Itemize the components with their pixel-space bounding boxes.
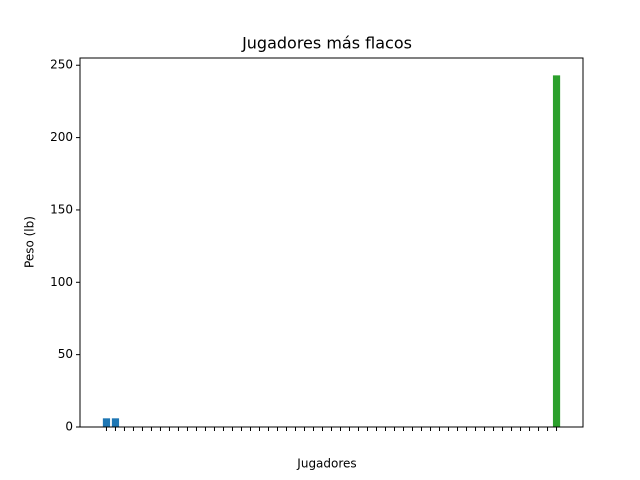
- y-tick-label: 100: [50, 275, 73, 289]
- plot-frame: [79, 57, 584, 428]
- y-tick-label: 50: [58, 347, 73, 361]
- bar: [102, 418, 111, 427]
- bar: [552, 75, 561, 427]
- chart-title: Jugadores más flacos: [241, 34, 412, 53]
- y-tick-label: 250: [50, 58, 73, 72]
- bar: [111, 418, 120, 427]
- y-tick-label: 200: [50, 130, 73, 144]
- y-tick-label: 0: [65, 420, 73, 434]
- y-tick-label: 150: [50, 202, 73, 216]
- x-axis-label: Jugadores: [296, 457, 356, 471]
- y-axis-label: Peso (lb): [23, 216, 37, 268]
